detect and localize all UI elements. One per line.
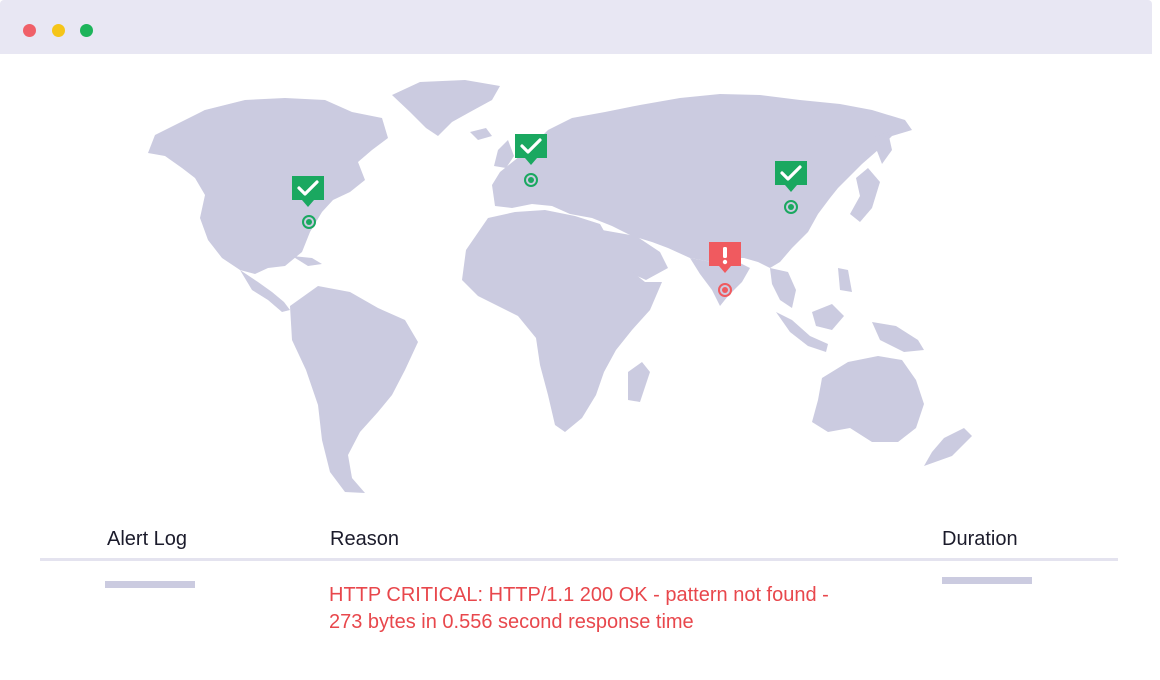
world-map xyxy=(148,80,972,493)
philippines-islands xyxy=(838,268,852,292)
australia-landmass xyxy=(812,356,924,442)
location-dot xyxy=(528,177,534,183)
arabian-peninsula xyxy=(602,230,668,280)
close-window-button[interactable] xyxy=(23,24,36,37)
british-isles-landmass xyxy=(494,140,514,168)
exclamation-icon xyxy=(723,247,727,258)
new-guinea-island xyxy=(872,322,924,352)
location-dot xyxy=(306,219,312,225)
duration-placeholder-bar xyxy=(942,577,1032,584)
location-dot-ring xyxy=(302,215,316,229)
iceland-landmass xyxy=(470,128,492,140)
indonesia-islands xyxy=(776,312,828,352)
location-dot-ring xyxy=(784,200,798,214)
japan-landmass xyxy=(850,168,880,222)
exclamation-icon-dot xyxy=(722,259,728,265)
caribbean-islands xyxy=(292,256,322,266)
status-marker-china[interactable] xyxy=(775,161,807,214)
reason-text-line-2: 273 bytes in 0.556 second response time xyxy=(329,611,694,633)
reason-text-line-1: HTTP CRITICAL: HTTP/1.1 200 OK - pattern… xyxy=(329,584,829,606)
borneo-island xyxy=(812,304,844,330)
location-dot xyxy=(722,287,728,293)
maximize-window-button[interactable] xyxy=(80,24,93,37)
south-america-landmass xyxy=(290,286,418,493)
table-header-divider xyxy=(40,558,1118,561)
window-titlebar xyxy=(0,0,1152,54)
minimize-window-button[interactable] xyxy=(52,24,65,37)
africa-landmass xyxy=(462,210,662,432)
indian-subcontinent xyxy=(690,258,750,306)
southeast-asia-peninsula xyxy=(770,268,796,308)
central-america-landmass xyxy=(240,270,290,312)
alaska-landmass xyxy=(148,110,205,153)
status-marker-india[interactable] xyxy=(709,242,741,297)
location-dot xyxy=(788,204,794,210)
madagascar-island xyxy=(628,362,650,402)
checkmark-icon xyxy=(780,165,802,181)
alert-log-placeholder-bar xyxy=(105,581,195,588)
reason-header: Reason xyxy=(330,528,399,550)
kamchatka-peninsula xyxy=(872,132,892,164)
world-land-masses xyxy=(148,80,972,493)
greenland-landmass xyxy=(392,80,500,136)
location-dot-ring xyxy=(718,283,732,297)
checkmark-icon xyxy=(520,138,542,154)
status-marker-europe[interactable] xyxy=(515,134,547,187)
duration-header: Duration xyxy=(942,528,1018,550)
north-america-landmass xyxy=(148,98,388,274)
checkmark-icon xyxy=(297,180,319,196)
eurasia-landmass xyxy=(492,94,912,268)
location-dot-ring xyxy=(524,173,538,187)
status-marker-north-america[interactable] xyxy=(292,176,324,229)
new-zealand-islands xyxy=(924,428,972,466)
alert-log-header: Alert Log xyxy=(107,528,188,550)
